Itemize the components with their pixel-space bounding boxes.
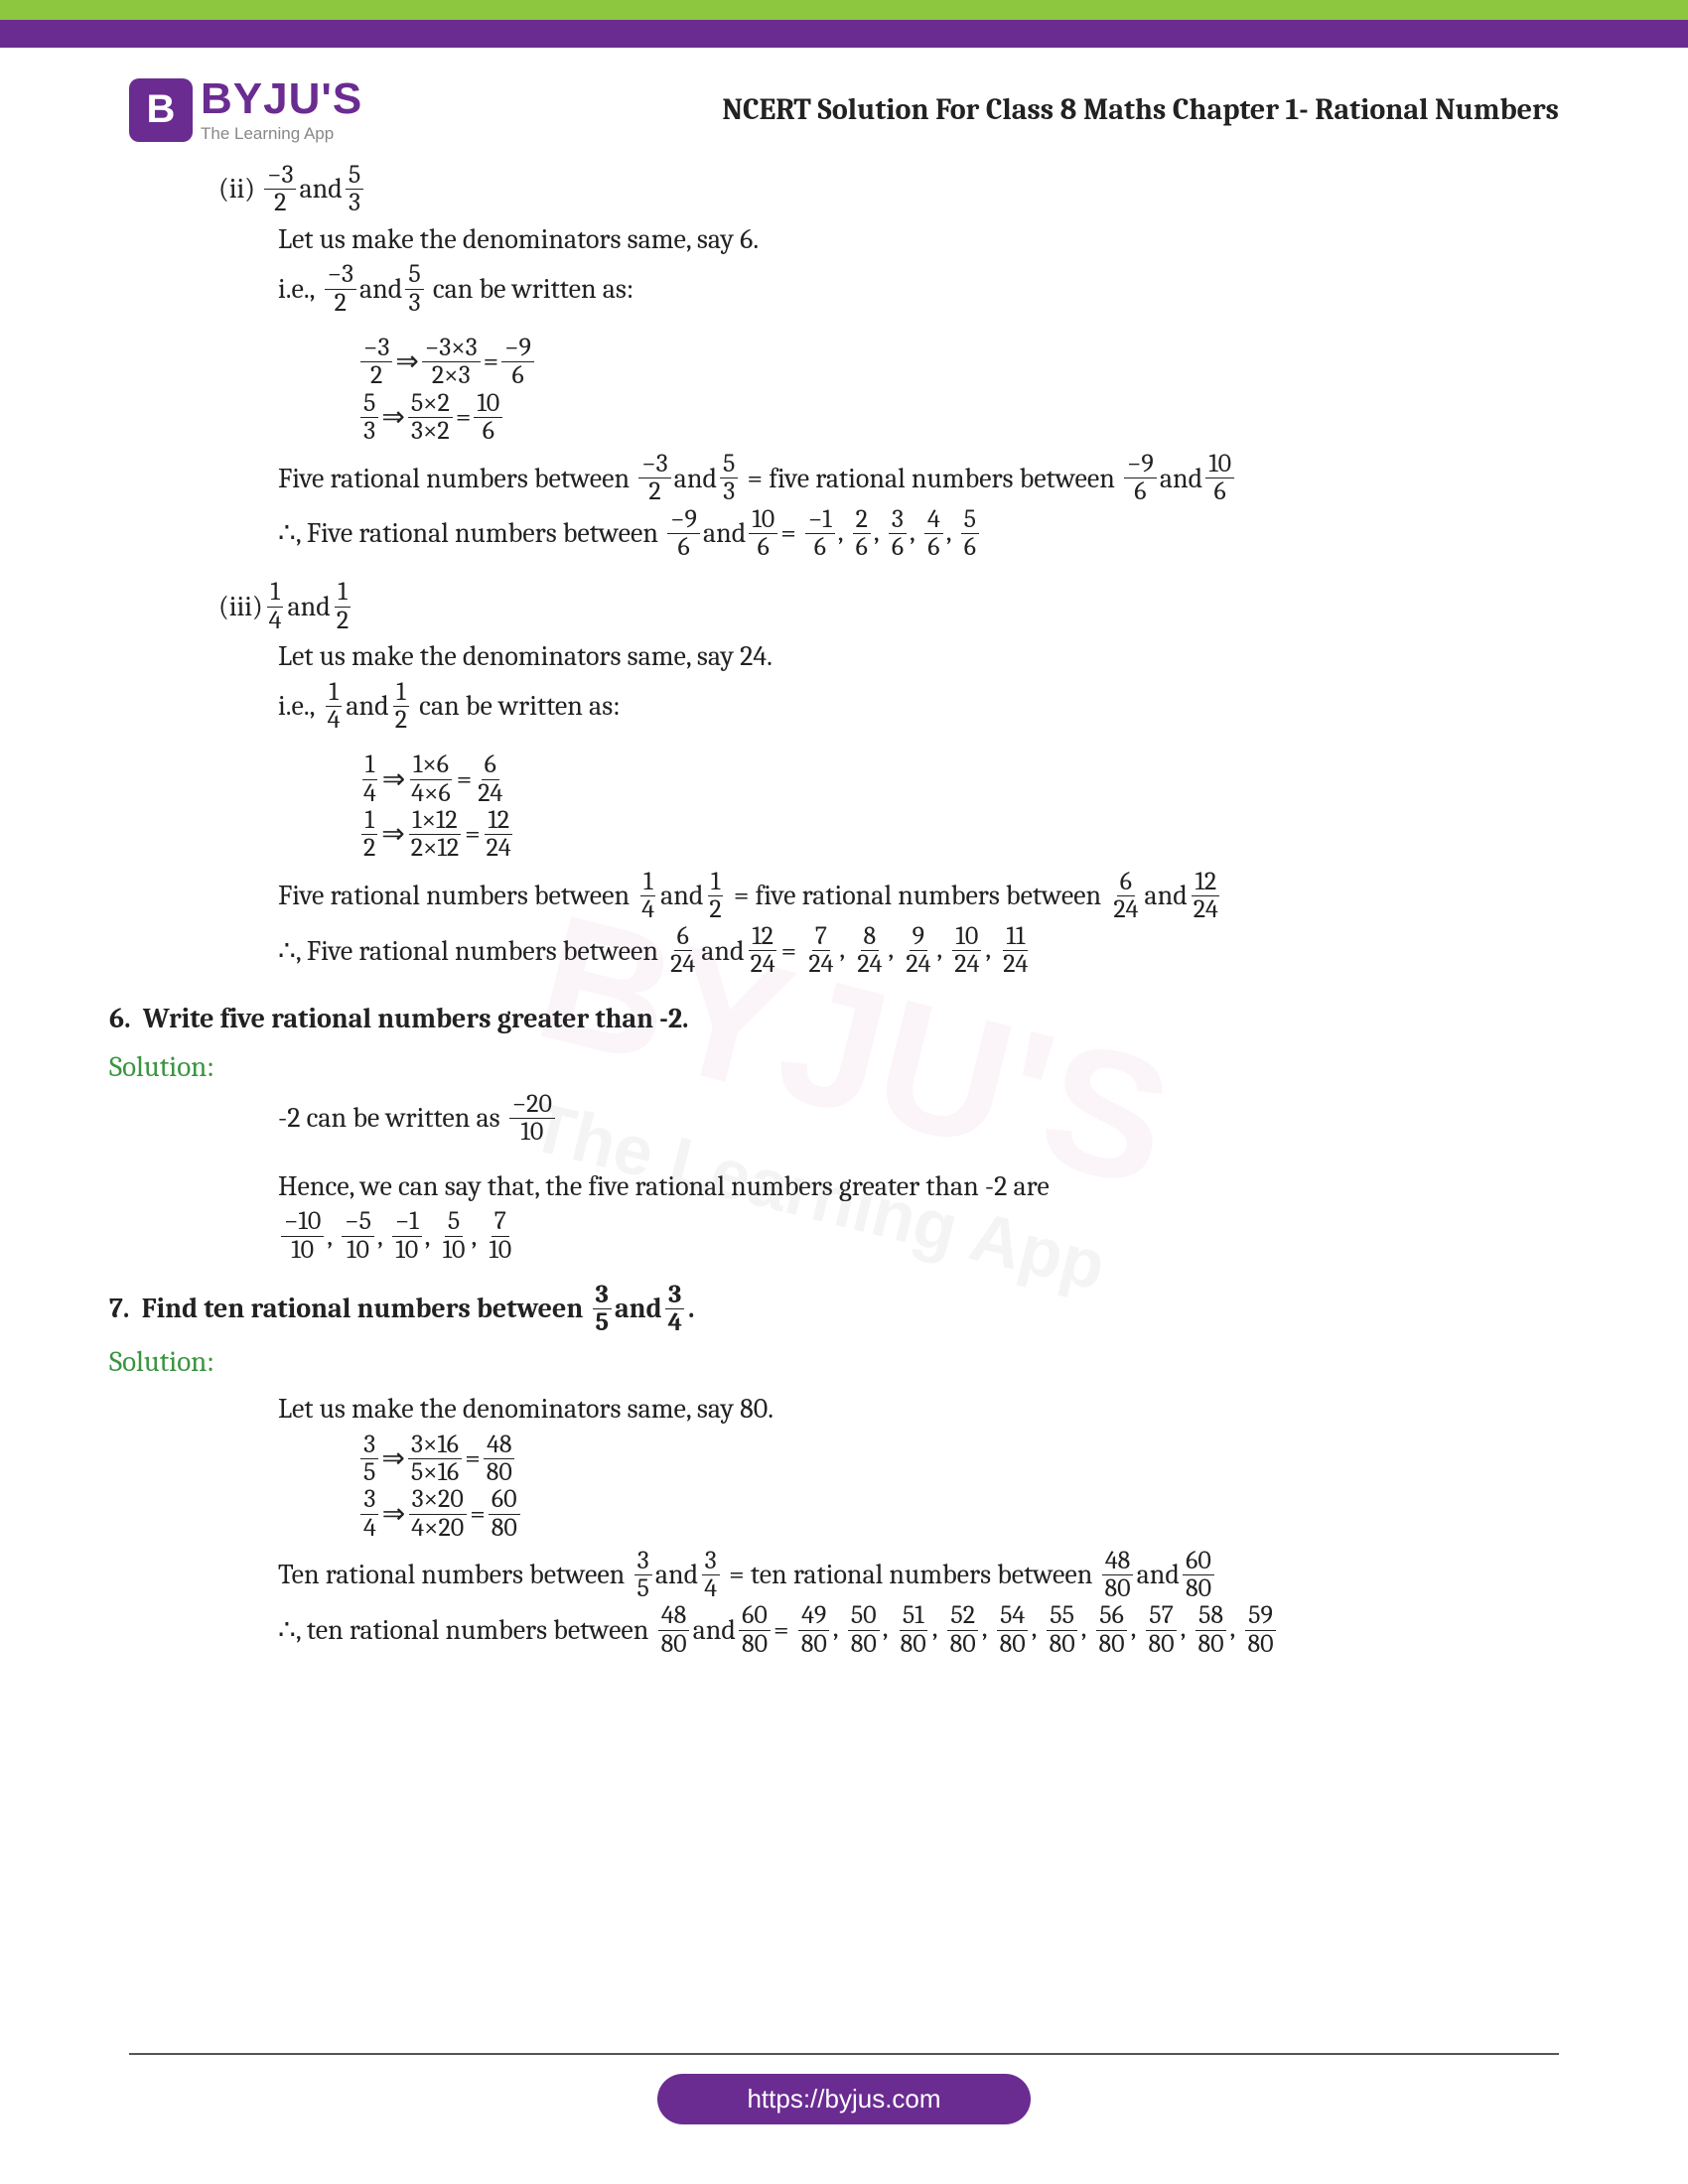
s2-ans: −16, 26, 36, 46, 56 <box>802 506 982 562</box>
s3-label: (iii) <box>218 585 263 629</box>
q7-l1: Let us make the denominators same, say 8… <box>159 1387 1559 1432</box>
q6-ans: −1010, −510, −110, 510, 710 <box>159 1208 1559 1264</box>
q7: 7. Find ten rational numbers between 35 … <box>109 1282 1559 1337</box>
s3-ie: i.e., 14 and 12 can be written as: <box>159 679 1559 735</box>
logo-badge: B <box>129 78 193 142</box>
q7-sol: Solution: <box>109 1340 1559 1386</box>
s3-there: ∴, Five rational numbers between 624 and… <box>159 923 1559 979</box>
footer: https://byjus.com <box>0 2074 1688 2124</box>
s2-five: Five rational numbers between −32 and 53… <box>159 451 1559 506</box>
footer-line <box>129 2053 1559 2055</box>
s2-l1: Let us make the denominators same, say 6… <box>159 217 1559 262</box>
content: (ii) −32 and 53 Let us make the denomina… <box>0 162 1688 1658</box>
s2-there: ∴, Five rational numbers between −96 and… <box>159 506 1559 562</box>
s3-ans: 724, 824, 924, 1024, 1124 <box>802 923 1034 979</box>
top-bar-green <box>0 0 1688 20</box>
top-bar-purple <box>0 20 1688 48</box>
s3-conv1: 14 ⇒ 1×64×6 = 624 <box>159 751 1559 807</box>
header: B BYJU'S The Learning App NCERT Solution… <box>0 48 1688 162</box>
s2-f2: 53 <box>346 162 363 217</box>
q7-conv2: 34 ⇒ 3×204×20 = 6080 <box>159 1486 1559 1542</box>
q6-l1: -2 can be written as −2010 <box>159 1091 1559 1147</box>
s2-conv1: −32 ⇒ −3×32×3 = −96 <box>159 335 1559 390</box>
q6-l2: Hence, we can say that, the five rationa… <box>159 1164 1559 1209</box>
q7-ten: Ten rational numbers between 35 and 34 =… <box>159 1548 1559 1603</box>
s2-label: (ii) <box>218 167 255 211</box>
s2-head: (ii) −32 and 53 <box>159 162 1559 217</box>
q6: 6. Write five rational numbers greater t… <box>109 997 1559 1041</box>
s2-conv2: 53 ⇒ 5×23×2 = 106 <box>159 390 1559 446</box>
s2-and: and <box>299 167 342 211</box>
q7-num: 7. <box>109 1287 129 1331</box>
q7-there: ∴, ten rational numbers between 4880 and… <box>159 1602 1559 1658</box>
q6-title: Write five rational numbers greater than… <box>143 997 689 1041</box>
q6-sol: Solution: <box>109 1045 1559 1091</box>
doc-title: NCERT Solution For Class 8 Maths Chapter… <box>722 92 1559 127</box>
s2-f1: −32 <box>264 162 296 217</box>
s3-conv2: 12 ⇒ 1×122×12 = 1224 <box>159 807 1559 863</box>
q7-ta: Find ten rational numbers between <box>142 1287 584 1331</box>
q7-conv1: 35 ⇒ 3×165×16 = 4880 <box>159 1432 1559 1487</box>
logo-sub: The Learning App <box>201 125 362 142</box>
q7-ans: 4980, 5080, 5180, 5280, 5480, 5580, 5680… <box>795 1602 1280 1658</box>
footer-url[interactable]: https://byjus.com <box>657 2074 1030 2124</box>
q6-num: 6. <box>109 997 131 1041</box>
s2-ie: i.e., −32 and 53 can be written as: <box>159 261 1559 317</box>
logo-text: BYJU'S The Learning App <box>201 77 362 142</box>
s3-l1: Let us make the denominators same, say 2… <box>159 634 1559 679</box>
s3-head: (iii) 14 and 12 <box>159 579 1559 634</box>
s3-five: Five rational numbers between 14 and 12 … <box>159 869 1559 924</box>
logo-main: BYJU'S <box>201 77 362 121</box>
logo: B BYJU'S The Learning App <box>129 77 362 142</box>
